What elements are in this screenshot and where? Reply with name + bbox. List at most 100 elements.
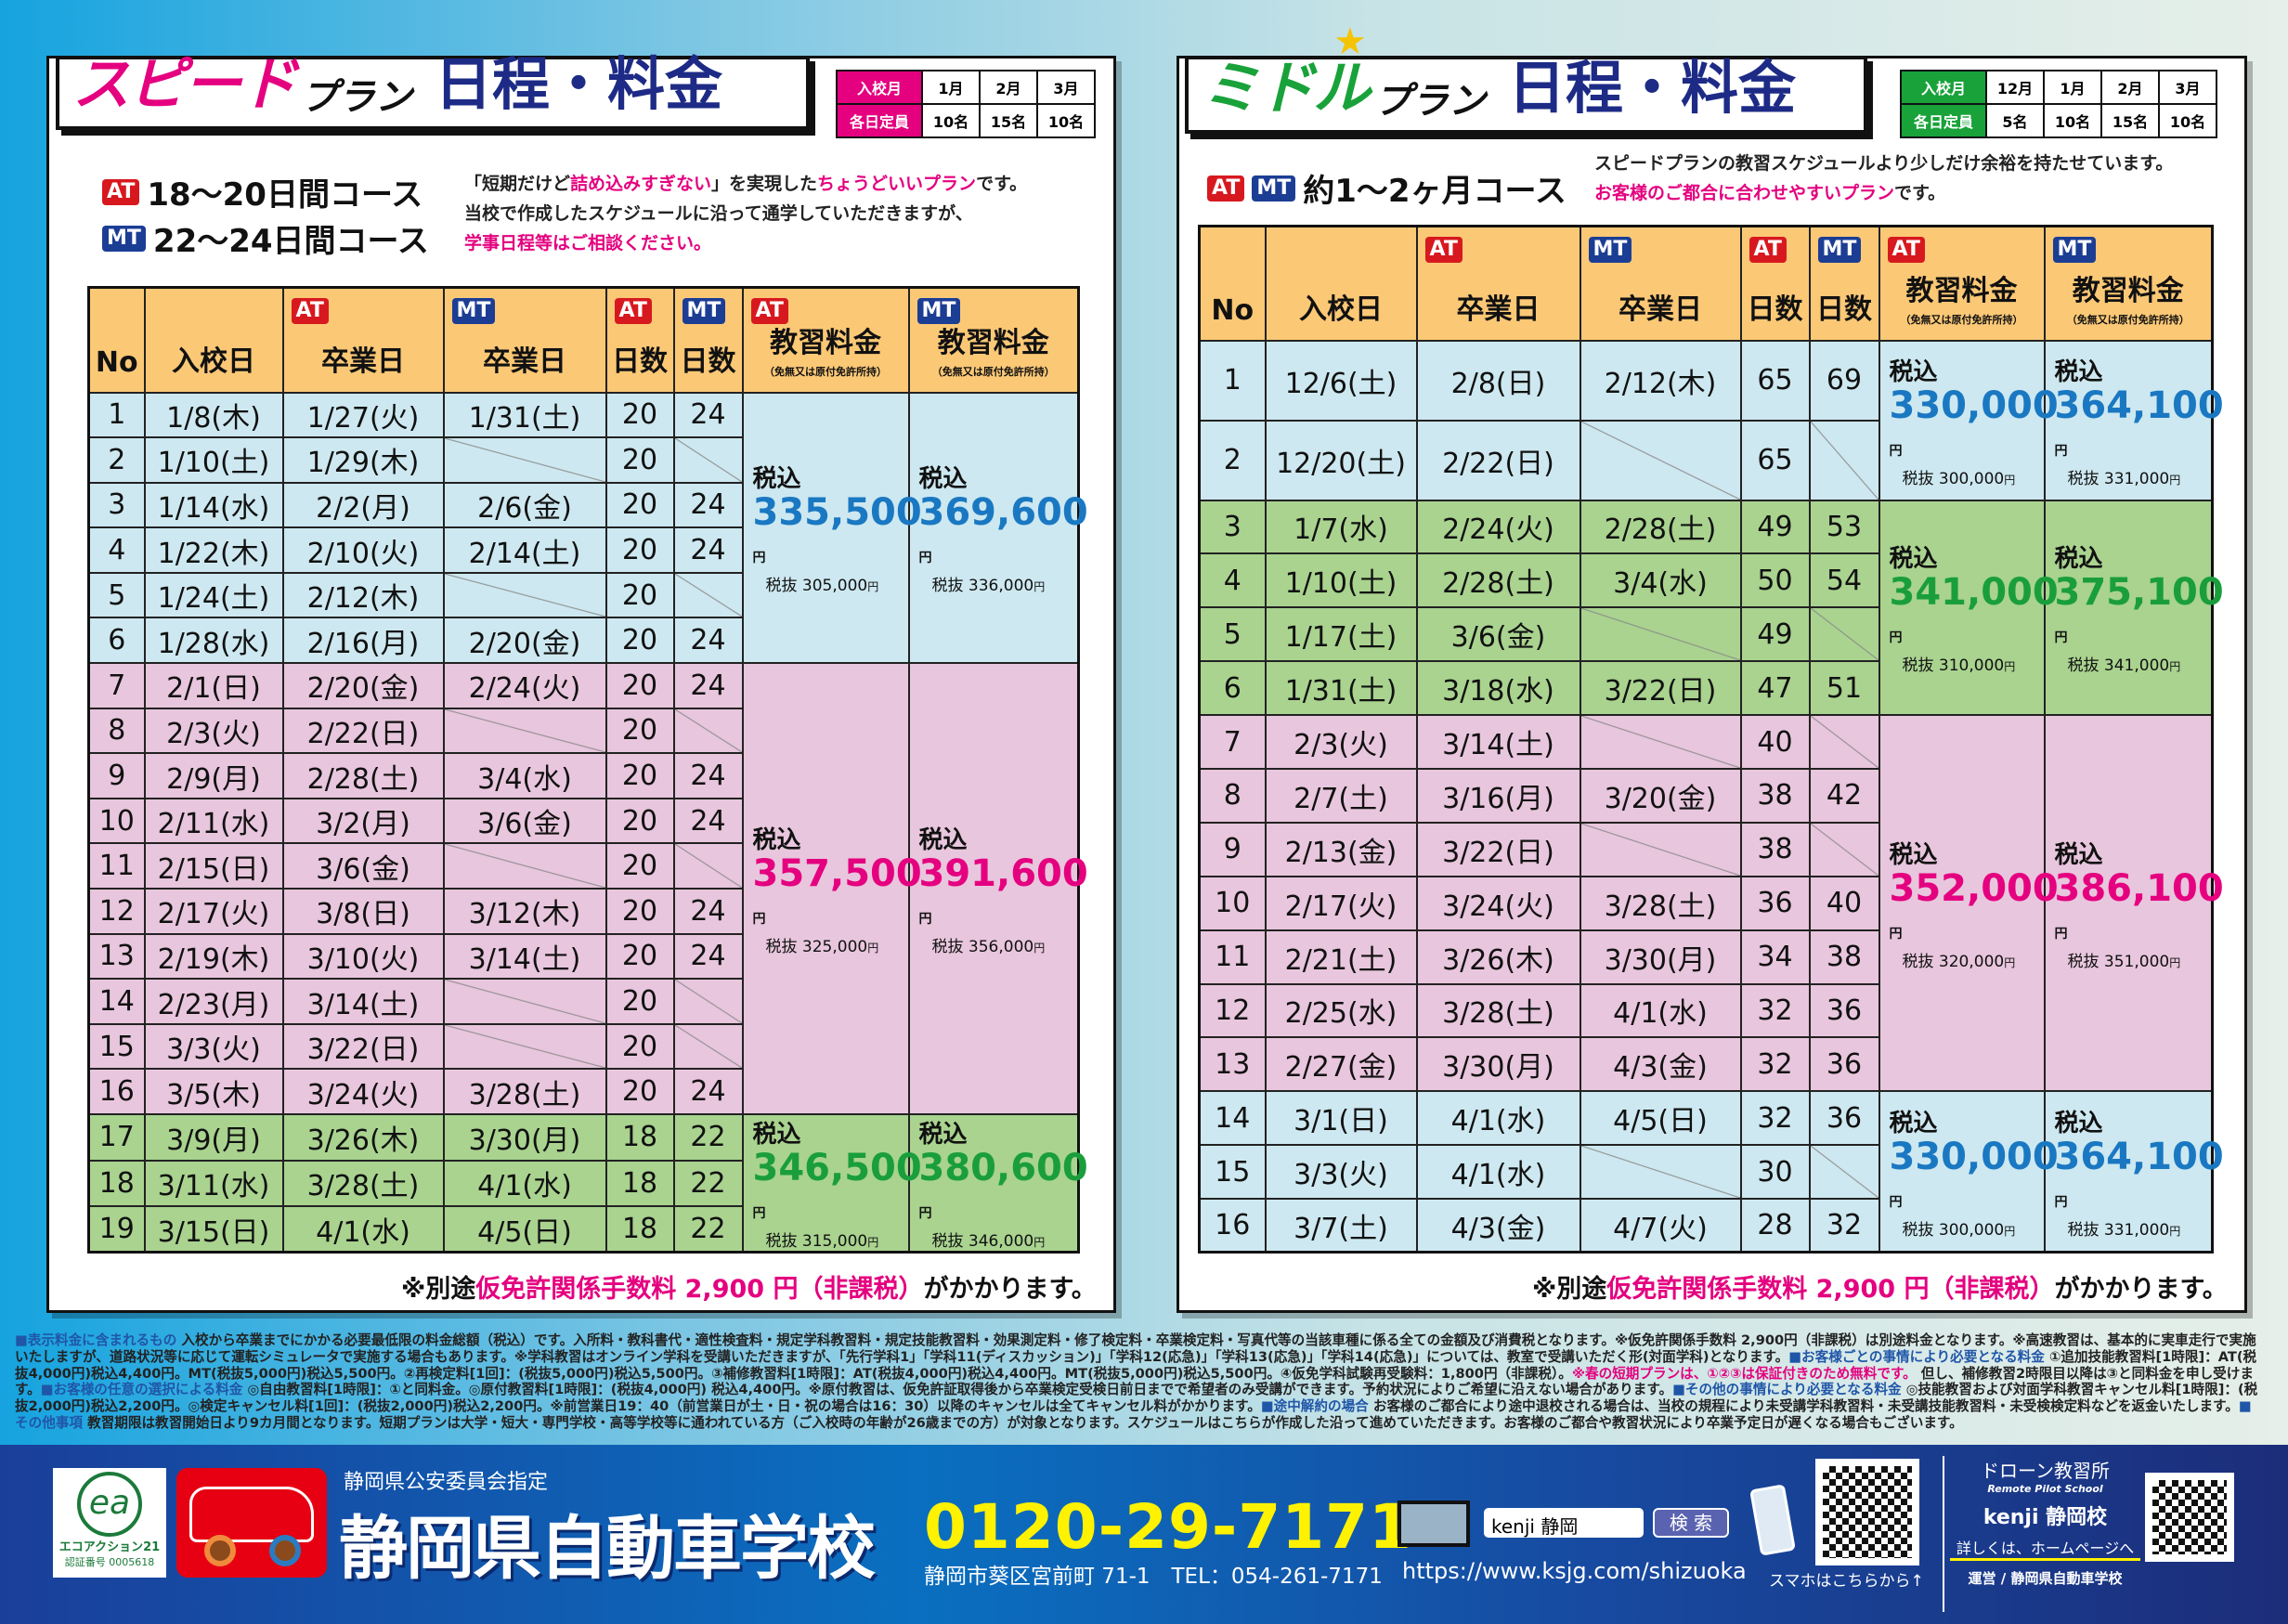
tax-included-label: 税込 <box>752 826 801 855</box>
at-graduation-date: 3/16(月) <box>1415 767 1581 824</box>
row-number: 19 <box>87 1205 146 1254</box>
tax-excluded-price: 税抜 336,000円 <box>919 572 1078 595</box>
at-days: 32 <box>1739 982 1811 1039</box>
row-number: 3 <box>87 481 146 529</box>
qr-code-website[interactable] <box>1815 1459 1919 1566</box>
row-number: 9 <box>87 752 146 799</box>
qr-code-drone[interactable] <box>2145 1473 2234 1562</box>
header-label: 卒業日 <box>321 344 405 378</box>
tax-included-price: 380,600 円 <box>919 1150 1088 1224</box>
month-cell: 12月 <box>1985 70 2045 105</box>
table-row: 6 1/31(土) 3/18(水) 3/22(日) 47 51 <box>1198 660 2213 717</box>
at-graduation-date: 3/2(月) <box>281 797 445 845</box>
mt-days: 22 <box>672 1205 744 1254</box>
mt-badge: MT <box>1252 175 1296 201</box>
at-badge: AT <box>1748 237 1787 263</box>
entry-date: 2/1(日) <box>143 662 284 709</box>
price-value: 331,000 <box>2103 1220 2170 1240</box>
website-link[interactable]: https://www.ksjg.com/shizuoka <box>1402 1558 1747 1584</box>
yen-unit: 円 <box>2054 630 2068 646</box>
entry-date: 3/15(日) <box>143 1205 284 1254</box>
column-header: AT 日数 <box>1739 225 1811 342</box>
header-note: （免無又は原付免許所持） <box>1900 313 2023 326</box>
mt-graduation-date <box>442 436 607 484</box>
mt-days: 24 <box>672 1068 744 1115</box>
header-label: 入校日 <box>1299 292 1383 326</box>
row-number: 2 <box>1198 419 1267 501</box>
capacity-cell: 10名 <box>1036 103 1096 138</box>
mt-badge: MT <box>2052 237 2097 263</box>
drone-more-link[interactable]: 詳しくは、ホームページへ <box>1950 1536 2140 1561</box>
at-graduation-date: 2/20(金) <box>281 662 445 709</box>
text-segment: スピードプランの教習スケジュールより少しだけ余裕を持たせています。 <box>1594 153 2174 174</box>
at-price-cell: 税込 341,000円 税抜 310,000円 <box>1878 499 2059 717</box>
title-plan-word: プラン <box>301 76 413 119</box>
row-number: 7 <box>1198 714 1267 770</box>
entry-date: 3/5(木) <box>143 1068 284 1115</box>
description-line: 当校で作成したスケジュールに沿って通学していただきますが、 <box>464 199 1027 228</box>
title-schedule-fee: 日程・料金 <box>1508 54 1797 122</box>
at-days: 20 <box>604 662 675 709</box>
table-row: 10 2/11(水) 3/2(月) 3/6(金) 20 24 <box>87 797 1079 845</box>
tax-included-label: 税込 <box>2054 840 2103 869</box>
mt-graduation-date: 1/31(土) <box>442 391 607 439</box>
entry-date: 3/9(月) <box>143 1113 284 1162</box>
row-number: 15 <box>87 1022 146 1071</box>
at-badge: AT <box>750 298 788 324</box>
tax-included-price: 364,100 円 <box>2054 1138 2224 1213</box>
table-row: 14 3/1(日) 4/1(水) 4/5(日) 32 36 税込 330,000円 税抜 300… <box>1198 1090 2224 1254</box>
speed-schedule-table: No 入校日 AT 卒業日 MT 卒業日 AT 日数 MT 日数 AT 教習料金 （免無又は原付免許所持… <box>87 286 1088 1254</box>
header-note: （免無又は原付免許所持） <box>2066 313 2190 326</box>
tax-excluded-label: 税抜 <box>2067 656 2100 676</box>
fine-print: ■表示料金に含まれるもの 入校から卒業までにかかる必要最低限の料金総額（税込）で… <box>15 1332 2262 1432</box>
header-label: 教習料金 <box>770 326 881 359</box>
mt-badge: MT <box>451 298 496 324</box>
mt-graduation-date: 2/20(金) <box>442 617 607 665</box>
text-segment: ◎技能教習および対面学科教習キャンセル料[1時限]：(税抜2,000円)税込2,… <box>15 1382 2258 1415</box>
table-row: 8 2/7(土) 3/16(月) 3/20(金) 38 42 <box>1198 767 2213 824</box>
table-row: 5 1/24(土) 2/12(木) 20 <box>87 571 1079 619</box>
at-days: 20 <box>604 1068 675 1115</box>
search-input[interactable]: kenji 静岡 <box>1484 1508 1644 1538</box>
divider <box>1943 1456 1944 1612</box>
mt-days: 40 <box>1808 875 1880 931</box>
mt-price-cell: 税込 375,100円 税抜 341,000円 <box>2043 499 2224 717</box>
yen-unit: 円 <box>2054 1194 2068 1210</box>
yen-unit: 円 <box>1034 942 1046 955</box>
mt-graduation-date: 3/6(金) <box>442 797 607 845</box>
mt-graduation-date: 3/4(水) <box>442 752 607 799</box>
row-number: 11 <box>1198 929 1267 985</box>
entry-date: 1/17(土) <box>1264 606 1418 663</box>
at-graduation-date: 3/22(日) <box>281 1022 445 1071</box>
at-graduation-date: 1/29(木) <box>281 436 445 484</box>
yen-unit: 円 <box>918 551 932 566</box>
table-row: 1 12/6(土) 2/8(日) 2/12(木) 65 69 税込 330,000円 税抜 30… <box>1198 339 2224 501</box>
mt-days: 51 <box>1808 660 1880 717</box>
tax-included-label: 税込 <box>752 1121 801 1149</box>
tax-excluded-label: 税抜 <box>1902 469 1934 488</box>
at-graduation-date: 2/16(月) <box>281 617 445 665</box>
row-number: 15 <box>1198 1144 1267 1201</box>
text-segment: ■その他の事情により必要となる料金 <box>1672 1382 1902 1398</box>
at-days: 38 <box>1739 821 1811 877</box>
yen-unit: 円 <box>1889 630 1903 646</box>
course-line: MT 22～24日間コース <box>102 215 429 261</box>
column-header: AT 卒業日 <box>281 286 445 394</box>
phone-number[interactable]: 0120-29-7171 <box>924 1491 1413 1563</box>
mt-price-cell: 税込 364,100円 税抜 331,000円 <box>2043 1090 2224 1254</box>
header-note: （免無又は原付免許所持） <box>931 365 1055 378</box>
text-segment: ※別途 <box>401 1275 476 1304</box>
mt-days: 38 <box>1808 929 1880 985</box>
at-price-cell: 税込 352,000円 税抜 320,000円 <box>1878 714 2059 1093</box>
search-button[interactable]: 検 索 <box>1653 1508 1729 1538</box>
at-days: 20 <box>604 707 675 755</box>
entry-date: 3/3(火) <box>143 1022 284 1071</box>
school-name: 静岡県自動車学校 <box>339 1509 876 1589</box>
tax-excluded-price: 税抜 300,000円 <box>1890 465 2044 488</box>
at-days: 38 <box>1739 767 1811 824</box>
at-graduation-date: 3/14(土) <box>1415 714 1581 770</box>
mt-days <box>672 1022 744 1071</box>
course-duration: 約1～2ヶ月コース <box>1303 173 1566 210</box>
capacity-cell: 15名 <box>979 103 1038 138</box>
yen-unit: 円 <box>1034 1236 1046 1249</box>
